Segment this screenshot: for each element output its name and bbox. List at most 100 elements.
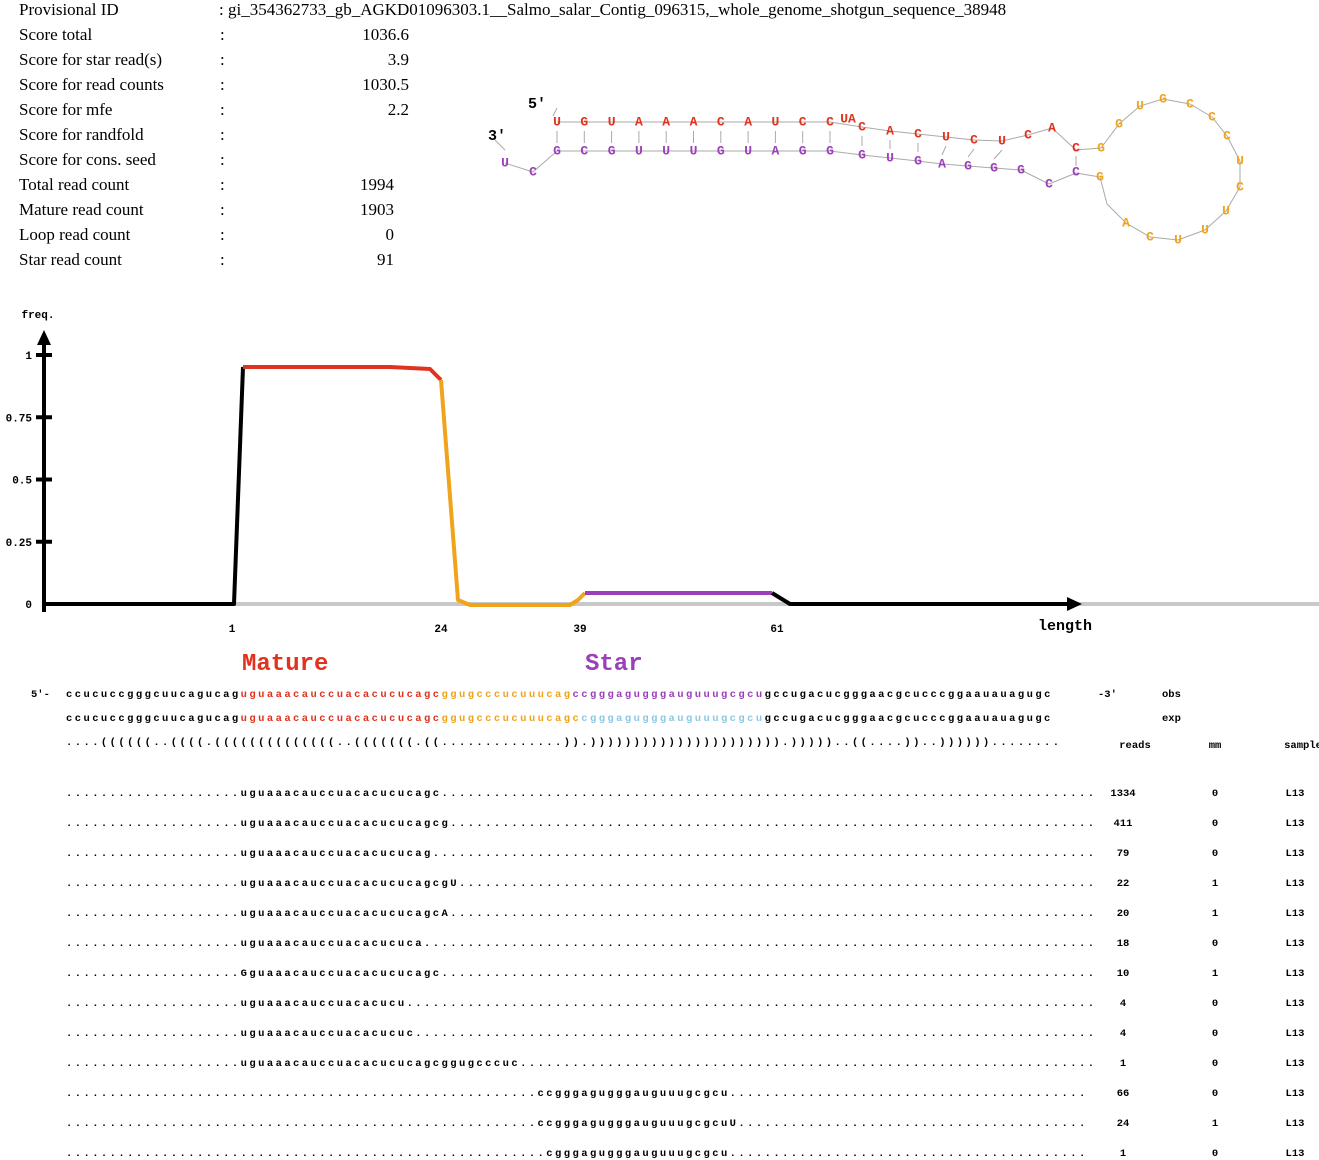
star-nucleotide: G <box>608 144 616 159</box>
read-sequence: ....................uguaaacauccuacacucuc… <box>66 1058 1097 1070</box>
star-sequence: ccgggagugggauguuugcgcu <box>572 689 765 701</box>
mature-nucleotide: A <box>662 115 670 130</box>
hairpin-structure: 5'3'U G U A A A C A U C C UAC A C U C U C ACG C G U U U G U A G G G U G… <box>488 92 1244 248</box>
backbone-link <box>1001 134 1029 142</box>
star-nucleotide: G <box>799 144 807 159</box>
star-nucleotide: G <box>964 159 972 174</box>
backbone-link <box>1226 135 1241 162</box>
flank-sequence: ccucuccgggcuucagucag <box>66 713 241 725</box>
loop-sequence: ggugcccucuuucag <box>441 689 573 701</box>
mature-nucleotide: U <box>998 134 1006 149</box>
loop-nucleotide: U <box>1222 204 1230 219</box>
expected-sequence: ccucuccgggcuucagucaguguaaacauccuacacucuc… <box>66 713 1053 725</box>
observed-sequence: ccucuccgggcuucagucaguguaaacauccuacacucuc… <box>66 689 1053 701</box>
score-colon: : <box>220 100 225 119</box>
x-axis-arrow <box>1067 597 1082 611</box>
star-nucleotide: U <box>635 144 643 159</box>
read-sample: L13 <box>1285 1118 1305 1130</box>
score-colon: : <box>220 150 225 169</box>
star-nucleotide: U <box>501 156 509 171</box>
read-mismatch: 1 <box>1211 908 1219 920</box>
score-value: 2.2 <box>387 100 409 119</box>
dot-bracket-structure: ....((((((..((((.((((((((((((((..(((((((… <box>66 737 1062 749</box>
backbone-link <box>967 165 995 169</box>
mature-label: Mature <box>242 651 329 678</box>
score-colon: : <box>220 75 225 94</box>
provisional-id-label: Provisional ID <box>19 0 119 19</box>
mature-nucleotide: C <box>1072 141 1080 156</box>
star-label: Star <box>585 651 643 678</box>
backbone-link <box>1125 222 1151 238</box>
backbone-link <box>1051 127 1077 151</box>
read-count: 18 <box>1116 938 1130 950</box>
read-sample: L13 <box>1285 848 1305 860</box>
loop-nucleotide: C <box>1146 230 1154 245</box>
score-value: 1036.6 <box>362 25 409 44</box>
loop-nucleotide: U <box>1201 223 1209 238</box>
flank-sequence: gccugacucgggaacgcucccggaauauagugc <box>764 689 1053 701</box>
mature-nucleotide: UA <box>840 112 856 127</box>
loop-nucleotide: C <box>1236 180 1244 195</box>
read-count: 79 <box>1116 848 1130 860</box>
read-mismatch: 0 <box>1211 788 1219 800</box>
star-sequence: cgggagugggauguuugcgcu <box>581 713 765 725</box>
read-mismatch: 0 <box>1211 848 1219 860</box>
flank-sequence: gccugacucgggaacgcucccggaauauagugc <box>764 713 1053 725</box>
y-tick-label: 0.5 <box>12 476 32 488</box>
x-tick-label: 24 <box>434 624 448 636</box>
backbone-link <box>1075 147 1102 151</box>
read-count: 1 <box>1119 1058 1127 1070</box>
y-tick-label: 0.75 <box>6 413 33 425</box>
three-prime-marker: -3' <box>1098 689 1117 701</box>
loop-nucleotide: C <box>1186 97 1194 112</box>
x-axis-label: length <box>1038 618 1092 635</box>
x-tick-label: 39 <box>573 624 586 636</box>
obs-label: obs <box>1162 689 1181 701</box>
read-mismatch: 0 <box>1211 1088 1219 1100</box>
series-flank-5-line <box>44 366 245 606</box>
mature-nucleotide: C <box>914 127 922 142</box>
flank-sequence: ccucuccgggcuucagucag <box>66 689 241 701</box>
score-colon: : <box>220 25 225 44</box>
read-sample: L13 <box>1285 818 1305 830</box>
read-sample: L13 <box>1285 1148 1305 1160</box>
star-nucleotide: C <box>529 165 537 180</box>
five-prime-marker: 5'- <box>31 689 50 701</box>
backbone-link <box>967 148 975 158</box>
mature-nucleotide: C <box>858 120 866 135</box>
loop-nucleotide: G <box>1097 141 1105 156</box>
star-nucleotide: G <box>914 154 922 169</box>
backbone-link <box>1048 172 1077 185</box>
backbone-link <box>945 136 975 141</box>
score-value: 1903 <box>360 200 394 219</box>
backbone-link <box>1149 236 1179 241</box>
mature-nucleotide: A <box>886 124 894 139</box>
star-nucleotide: C <box>1045 177 1053 192</box>
backbone-link <box>1100 123 1120 149</box>
read-sample: L13 <box>1285 938 1305 950</box>
read-sample: L13 <box>1285 1058 1305 1070</box>
frequency-chart: freq. 1 0.75 0.5 0.25 0 length 1 24 39 61 <box>6 310 1319 636</box>
score-label: Mature read count <box>19 200 144 219</box>
backbone-link <box>993 167 1022 171</box>
loop-nucleotide: G <box>1159 92 1167 107</box>
star-nucleotide: A <box>771 144 779 159</box>
read-sequence: ....................uguaaacauccuacacucuc… <box>66 908 1097 920</box>
backbone-link <box>1099 176 1108 205</box>
read-count: 20 <box>1116 908 1130 920</box>
provisional-id-value: : gi_354362733_gb_AGKD01096303.1__Salmo_… <box>219 0 1007 19</box>
loop-nucleotide: C <box>1223 129 1231 144</box>
mature-nucleotide: A <box>744 115 752 130</box>
loop-nucleotide: G <box>1115 117 1123 132</box>
backbone-link <box>1075 172 1101 178</box>
score-label: Score for cons. seed <box>19 150 156 169</box>
star-nucleotide: C <box>1072 165 1080 180</box>
score-label: Total read count <box>19 175 130 194</box>
loop-nucleotide: G <box>1096 170 1104 185</box>
backbone-link <box>973 139 1003 142</box>
read-sequence: ....................uguaaacauccuacacucuc… <box>66 788 1097 800</box>
mature-nucleotide: U <box>942 130 950 145</box>
score-label: Score for star read(s) <box>19 50 163 69</box>
backbone-link <box>917 133 947 138</box>
y-tick-label: 0.25 <box>6 538 33 550</box>
